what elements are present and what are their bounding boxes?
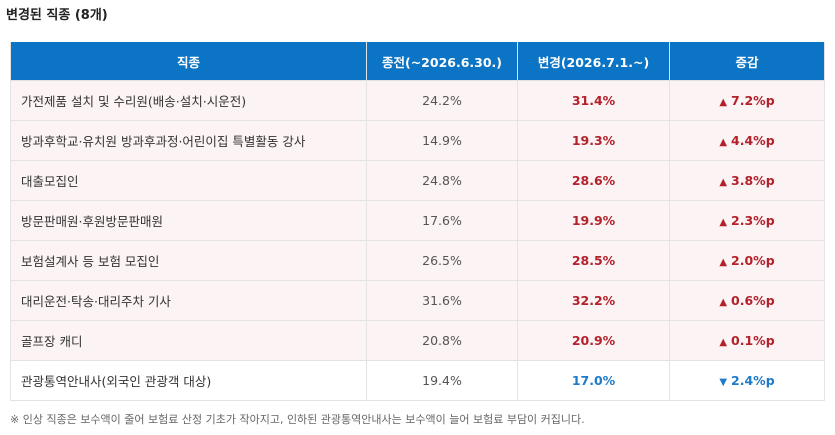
before-rate-cell: 24.8% [366,160,518,201]
before-rate-cell: 17.6% [366,200,518,241]
section-title: 변경된 직종 (8개) [6,8,108,23]
after-rate-cell: 28.6% [517,160,670,201]
change-cell: ▲ 4.4%p [669,120,825,161]
before-rate-cell: 31.6% [366,280,518,321]
up-triangle-icon: ▲ [719,137,728,148]
up-triangle-icon: ▲ [719,177,728,188]
job-name-cell: 보험설계사 등 보험 모집인 [10,240,367,281]
before-rate-cell: 14.9% [366,120,518,161]
header-before: 종전(~2026.6.30.) [366,42,518,81]
job-name-cell: 골프장 캐디 [10,320,367,361]
after-rate-cell: 32.2% [517,280,670,321]
footnote: ※ 인상 직종은 보수액이 줄어 보험료 산정 기초가 작아지고, 인하된 관광… [10,413,585,426]
up-triangle-icon: ▲ [719,297,728,308]
change-cell: ▲ 0.6%p [669,280,825,321]
header-job: 직종 [10,42,367,81]
up-triangle-icon: ▲ [719,217,728,228]
change-value: 2.0%p [731,253,775,268]
job-name-cell: 가전제품 설치 및 수리원(배송·설치·시운전) [10,80,367,121]
up-triangle-icon: ▲ [719,97,728,108]
after-rate-cell: 28.5% [517,240,670,281]
table-row: 방과후학교·유치원 방과후과정·어린이집 특별활동 강사 14.9% 19.3% ▲ 4… [10,120,825,161]
job-name-cell: 대출모집인 [10,160,367,201]
change-cell: ▲ 7.2%p [669,80,825,121]
job-rate-table: 직종 종전(~2026.6.30.) 변경(2026.7.1.~) 증감 가전제… [10,42,825,401]
change-cell: ▲ 2.3%p [669,200,825,241]
table-header-row: 직종 종전(~2026.6.30.) 변경(2026.7.1.~) 증감 [10,42,825,81]
change-value: 0.1%p [731,333,775,348]
table-row: 방문판매원·후원방문판매원 17.6% 19.9% ▲ 2.3%p [10,200,825,241]
change-value: 0.6%p [731,293,775,308]
job-name-cell: 방과후학교·유치원 방과후과정·어린이집 특별활동 강사 [10,120,367,161]
down-triangle-icon: ▼ [719,377,728,388]
before-rate-cell: 19.4% [366,360,518,401]
job-name-cell: 관광통역안내사(외국인 관광객 대상) [10,360,367,401]
table-row: 보험설계사 등 보험 모집인 26.5% 28.5% ▲ 2.0%p [10,240,825,281]
table-row: 가전제품 설치 및 수리원(배송·설치·시운전) 24.2% 31.4% ▲ 7.2%p [10,80,825,121]
before-rate-cell: 20.8% [366,320,518,361]
change-cell: ▲ 3.8%p [669,160,825,201]
change-cell: ▲ 0.1%p [669,320,825,361]
after-rate-cell: 20.9% [517,320,670,361]
job-name-cell: 방문판매원·후원방문판매원 [10,200,367,241]
after-rate-cell: 17.0% [517,360,670,401]
after-rate-cell: 19.3% [517,120,670,161]
table-row: 대출모집인 24.8% 28.6% ▲ 3.8%p [10,160,825,201]
up-triangle-icon: ▲ [719,257,728,268]
after-rate-cell: 19.9% [517,200,670,241]
up-triangle-icon: ▲ [719,337,728,348]
change-cell: ▼ 2.4%p [669,360,825,401]
table-row: 골프장 캐디 20.8% 20.9% ▲ 0.1%p [10,320,825,361]
before-rate-cell: 26.5% [366,240,518,281]
job-name-cell: 대리운전·탁송·대리주차 기사 [10,280,367,321]
change-value: 7.2%p [731,93,775,108]
change-cell: ▲ 2.0%p [669,240,825,281]
header-after: 변경(2026.7.1.~) [517,42,670,81]
after-rate-cell: 31.4% [517,80,670,121]
before-rate-cell: 24.2% [366,80,518,121]
change-value: 4.4%p [731,133,775,148]
table-row: 관광통역안내사(외국인 관광객 대상) 19.4% 17.0% ▼ 2.4%p [10,360,825,401]
table-row: 대리운전·탁송·대리주차 기사 31.6% 32.2% ▲ 0.6%p [10,280,825,321]
change-value: 3.8%p [731,173,775,188]
change-value: 2.3%p [731,213,775,228]
change-value: 2.4%p [731,373,775,388]
header-change: 증감 [669,42,825,81]
